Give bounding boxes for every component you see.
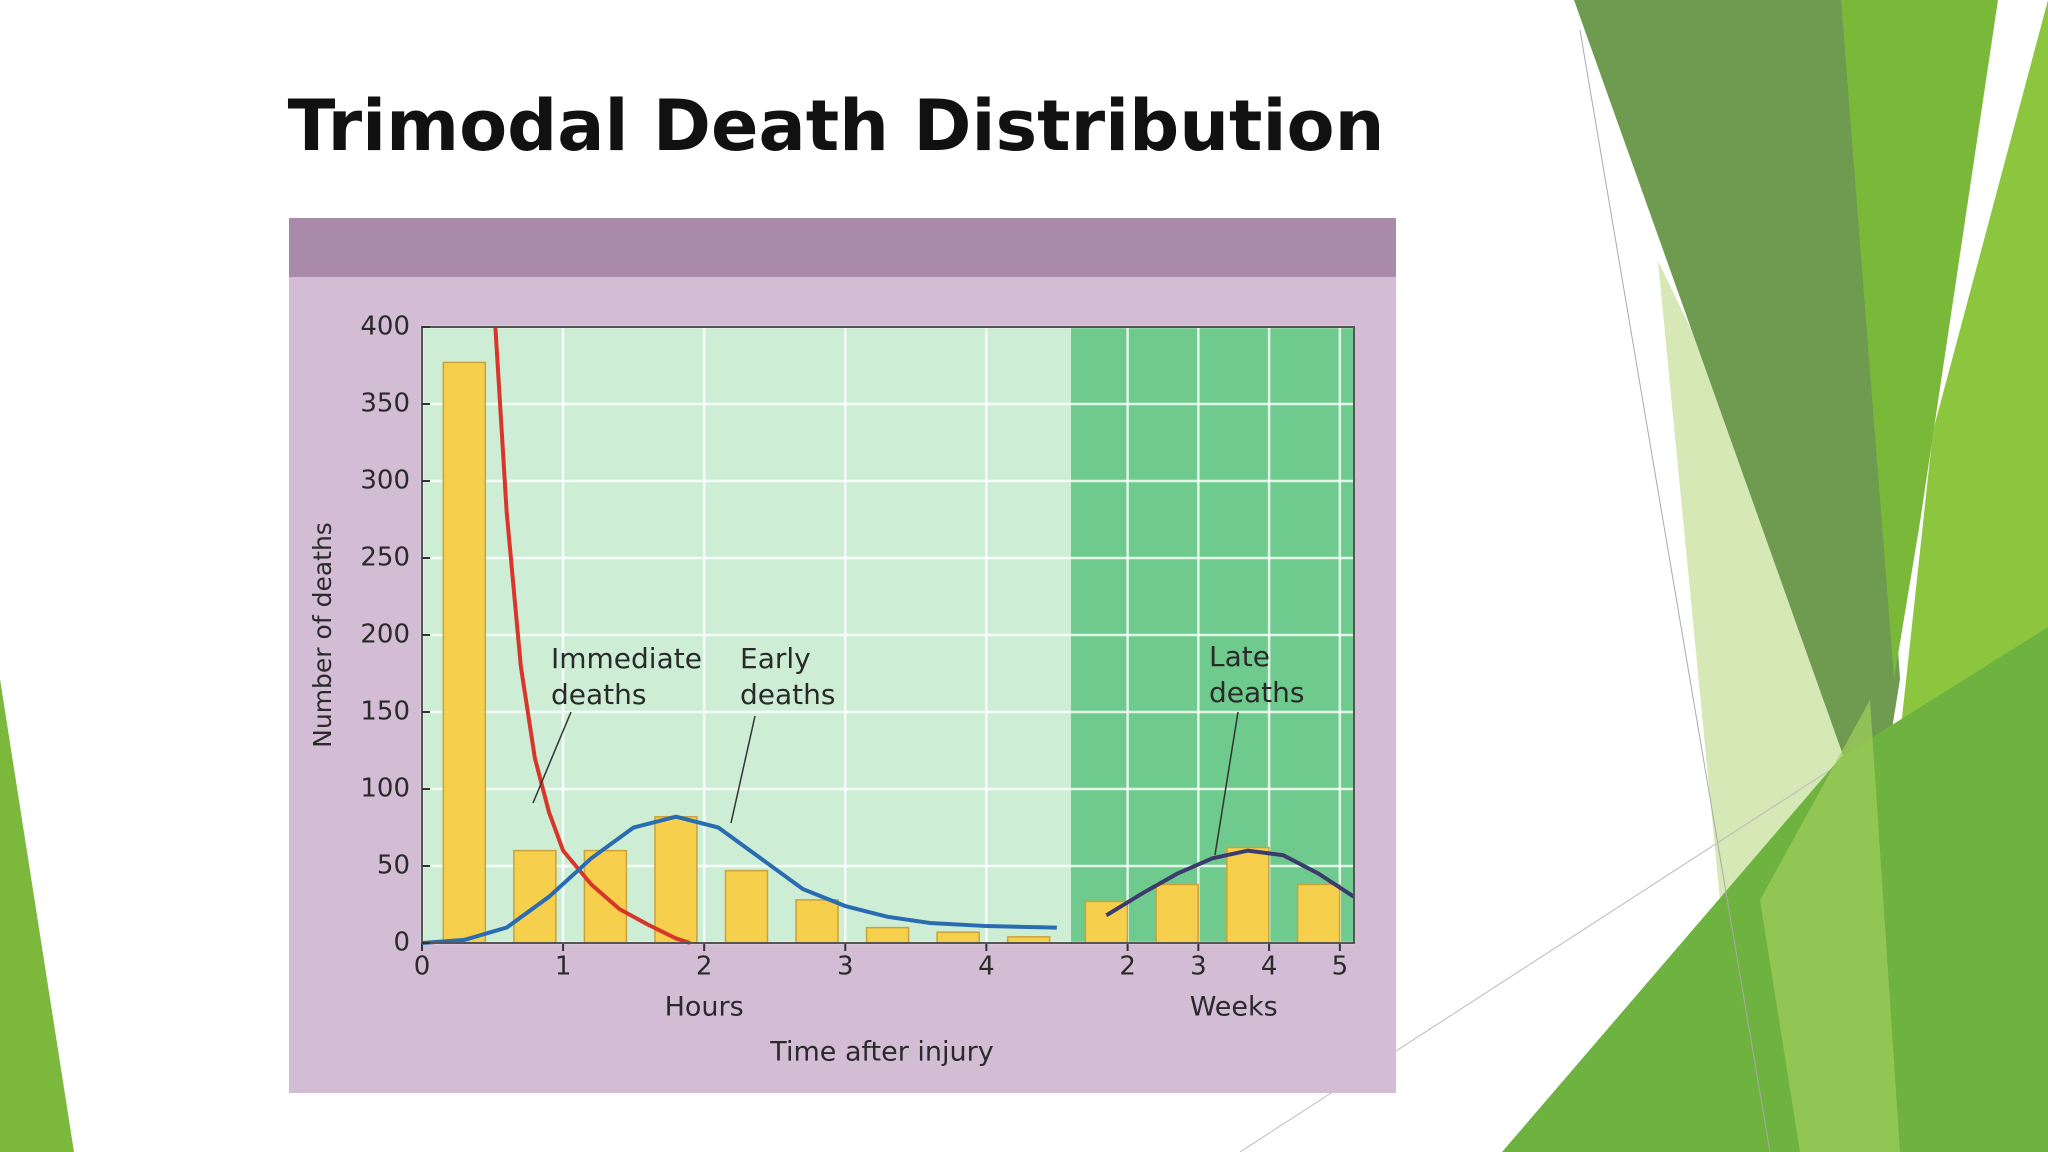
curve bbox=[493, 326, 691, 945]
curve bbox=[1105, 848, 1356, 917]
annotation-line: Immediate bbox=[551, 642, 702, 675]
bar bbox=[724, 869, 769, 944]
decoration bbox=[1841, 0, 1998, 679]
decoration bbox=[0, 679, 74, 1152]
annotation-line: deaths bbox=[740, 678, 835, 711]
bar bbox=[442, 361, 487, 944]
decoration bbox=[1574, 0, 1900, 842]
chart-backdrop-band bbox=[289, 218, 1396, 277]
x-tick-label: 5 bbox=[1332, 952, 1349, 982]
x-tick-label: 3 bbox=[837, 952, 854, 982]
y-tick-label: 0 bbox=[393, 928, 410, 958]
x-tick-label: 4 bbox=[978, 952, 995, 982]
decoration-line bbox=[1579, 29, 1771, 1152]
curve-annotation: Early deaths bbox=[740, 642, 835, 711]
curve-annotation: Late deaths bbox=[1209, 640, 1304, 709]
bar bbox=[795, 899, 839, 944]
y-tick-label: 350 bbox=[360, 389, 410, 419]
y-tick-label: 300 bbox=[360, 466, 410, 496]
y-axis-label: Number of deaths bbox=[308, 522, 337, 748]
x-tick-label: 0 bbox=[414, 952, 431, 982]
x-tick-label: 1 bbox=[555, 952, 572, 982]
bar bbox=[865, 926, 910, 944]
x-axis-title: Time after injury bbox=[769, 1037, 993, 1068]
slide-title: Trimodal Death Distribution bbox=[288, 85, 1385, 167]
y-tick-label: 150 bbox=[360, 697, 410, 727]
x-tick-label: 2 bbox=[1119, 952, 1136, 982]
bar bbox=[936, 931, 980, 944]
annotation-line: Early bbox=[740, 642, 811, 675]
curve bbox=[421, 814, 1057, 945]
curve-annotation: Immediate deaths bbox=[551, 642, 702, 711]
x-axis-label: Hours bbox=[665, 992, 744, 1023]
y-tick-label: 250 bbox=[360, 543, 410, 573]
annotation-leader bbox=[730, 715, 756, 824]
y-tick-label: 200 bbox=[360, 620, 410, 650]
x-axis-label: Weeks bbox=[1190, 992, 1278, 1023]
bar bbox=[1155, 883, 1199, 944]
x-tick-label: 2 bbox=[696, 952, 713, 982]
y-tick-label: 100 bbox=[360, 774, 410, 804]
bar bbox=[1296, 883, 1341, 944]
decoration bbox=[1760, 700, 1900, 1152]
annotation-leader bbox=[1214, 711, 1239, 856]
annotation-line: Late bbox=[1209, 640, 1270, 673]
x-tick-label: 3 bbox=[1190, 952, 1207, 982]
y-tick-label: 400 bbox=[360, 312, 410, 342]
bar bbox=[1226, 846, 1270, 944]
bar bbox=[654, 815, 698, 944]
annotation-line: deaths bbox=[551, 678, 646, 711]
annotation-line: deaths bbox=[1209, 676, 1304, 709]
x-tick-label: 4 bbox=[1261, 952, 1278, 982]
annotation-leader bbox=[532, 711, 572, 804]
y-tick-label: 50 bbox=[377, 851, 410, 881]
